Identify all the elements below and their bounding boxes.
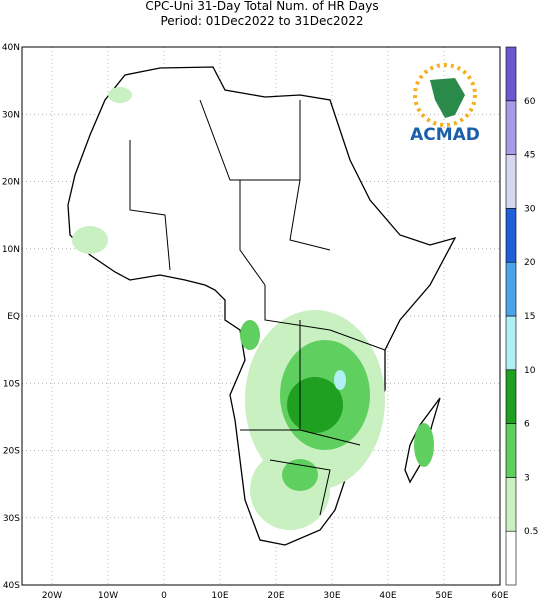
colorbar-label: 30 xyxy=(524,204,536,214)
lon-label: 10W xyxy=(98,591,118,600)
lat-label: 30N xyxy=(2,110,20,120)
map-frame xyxy=(21,46,501,586)
lon-label: 10E xyxy=(211,591,228,600)
africa xyxy=(67,66,457,546)
colorbar-segment xyxy=(505,315,517,371)
logo: ACMAD xyxy=(410,63,480,145)
lat-label: 40N xyxy=(2,43,20,53)
lon-label: 20W xyxy=(42,591,62,600)
lon-label: 20E xyxy=(267,591,284,600)
colorbar-label: 6 xyxy=(524,420,530,430)
subtitle: Period: 01Dec2022 to 31Dec2022 xyxy=(160,14,363,28)
lon-label: 40E xyxy=(379,591,396,600)
lat-label: 20N xyxy=(2,178,20,188)
colorbar-label: 45 xyxy=(524,151,535,161)
colorbar-segment xyxy=(505,46,517,102)
lat-label: 10N xyxy=(2,245,20,255)
title: CPC-Uni 31-Day Total Num. of HR Days xyxy=(145,0,378,13)
colorbar-label: 3 xyxy=(524,473,530,483)
lon-label: 60E xyxy=(491,591,508,600)
colorbar-segment xyxy=(505,154,517,209)
colorbar-segment xyxy=(505,530,517,586)
lon-label: 0 xyxy=(161,591,167,600)
colorbar-segment xyxy=(505,423,517,478)
lat-label: 20S xyxy=(3,447,20,457)
colorbar-segment xyxy=(505,208,517,263)
lat-label: 10S xyxy=(3,379,20,389)
colorbar-label: 0.5 xyxy=(524,527,538,537)
lat-label: 30S xyxy=(3,514,20,524)
logo-text: ACMAD xyxy=(410,125,480,145)
colorbar: 0.5 3 6 10 15 20 30 45 60 xyxy=(505,46,538,586)
lat-label: EQ xyxy=(7,312,20,322)
colorbar-segment xyxy=(505,261,517,317)
colorbar-label: 15 xyxy=(524,312,535,322)
colorbar-segment xyxy=(505,100,517,155)
colorbar-label: 60 xyxy=(524,97,536,107)
colorbar-segment xyxy=(505,369,517,424)
lon-label: 30E xyxy=(323,591,340,600)
lat-label: 40S xyxy=(3,581,20,591)
colorbar-segment xyxy=(505,477,517,532)
lon-label: 50E xyxy=(435,591,452,600)
colorbar-label: 20 xyxy=(524,258,536,268)
colorbar-label: 10 xyxy=(524,366,536,376)
